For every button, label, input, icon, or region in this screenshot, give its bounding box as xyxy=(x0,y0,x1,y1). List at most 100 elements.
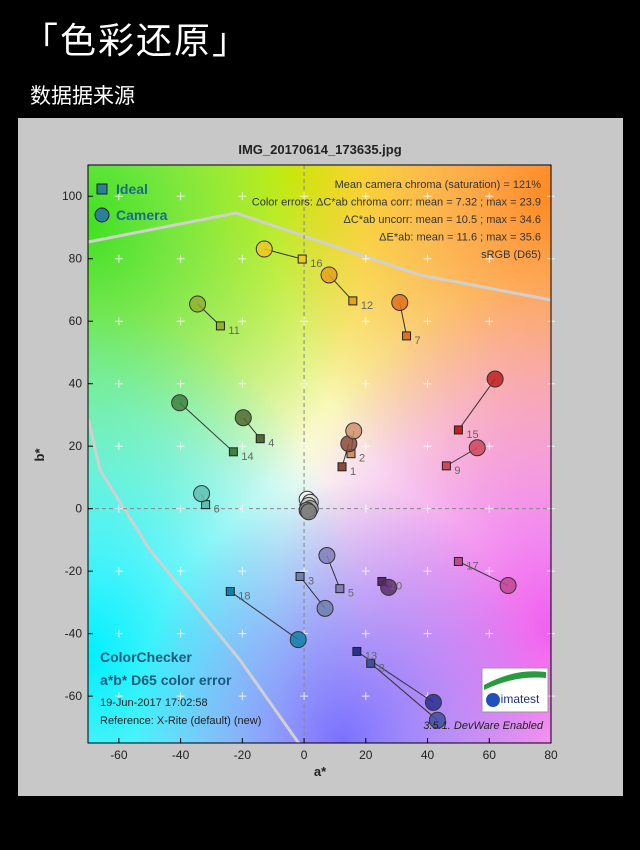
camera-marker xyxy=(289,631,307,649)
grid-cross xyxy=(485,254,494,263)
grid-cross xyxy=(176,442,185,451)
grid-cross xyxy=(361,442,370,451)
camera-marker xyxy=(171,394,189,412)
patch-label: 5 xyxy=(348,588,354,600)
grid-cross xyxy=(176,192,185,201)
y-tick-label: 60 xyxy=(69,314,83,328)
annotation: Reference: X-Rite (default) (new) xyxy=(100,715,261,727)
y-tick-label: 80 xyxy=(69,252,83,266)
ideal-marker xyxy=(255,434,265,444)
grid-cross xyxy=(114,317,123,326)
annotation: ColorChecker xyxy=(100,649,192,665)
ideal-marker xyxy=(215,321,225,331)
grid-cross xyxy=(114,442,123,451)
grid-cross xyxy=(176,629,185,638)
camera-marker xyxy=(300,503,318,521)
patch-label: 17 xyxy=(466,560,478,572)
grid-cross xyxy=(238,692,247,701)
annotation: ΔC*ab uncorr: mean = 10.5 ; max = 34.6 xyxy=(343,214,541,226)
ideal-marker xyxy=(225,586,235,596)
legend-swatch xyxy=(96,183,108,195)
legend-swatch xyxy=(94,207,110,223)
camera-marker xyxy=(345,422,363,440)
ideal-marker xyxy=(453,556,463,566)
camera-marker xyxy=(189,295,207,313)
annotation: ΔE*ab: mean = 11.6 ; max = 35.6 xyxy=(379,232,541,244)
x-tick-label: 60 xyxy=(483,748,497,762)
camera-marker xyxy=(428,711,446,729)
x-tick-label: -60 xyxy=(110,748,128,762)
grid-cross xyxy=(361,629,370,638)
camera-marker xyxy=(380,578,398,596)
grid-cross xyxy=(361,379,370,388)
annotation: Mean camera chroma (saturation) = 121% xyxy=(335,179,542,191)
grid-cross xyxy=(114,567,123,576)
grid-cross xyxy=(300,379,309,388)
grid-cross xyxy=(114,692,123,701)
page-subtitle: 数据据来源 xyxy=(30,84,135,108)
grid-cross xyxy=(238,629,247,638)
y-tick-label: 20 xyxy=(69,439,83,453)
grid-cross xyxy=(423,442,432,451)
x-tick-label: -20 xyxy=(234,748,252,762)
camera-marker xyxy=(316,599,334,617)
error-line xyxy=(458,561,509,586)
camera-marker xyxy=(499,577,517,595)
grid-cross xyxy=(176,504,185,513)
grid-cross xyxy=(238,567,247,576)
chart-title: IMG_20170614_173635.jpg xyxy=(238,142,401,157)
y-tick-label: 0 xyxy=(75,502,82,516)
logo-swoosh xyxy=(484,671,546,690)
patch-label: 6 xyxy=(214,504,220,516)
patch-label: 3 xyxy=(308,575,314,587)
ideal-marker xyxy=(348,296,358,306)
grid-cross xyxy=(485,442,494,451)
y-tick-label: -40 xyxy=(65,627,83,641)
patch-label: 2 xyxy=(359,453,365,465)
y-tick-label: -20 xyxy=(65,564,83,578)
camera-marker xyxy=(424,693,442,711)
error-line xyxy=(370,662,438,721)
grid-cross xyxy=(485,567,494,576)
patch-label: 4 xyxy=(268,438,274,450)
ideal-marker xyxy=(366,658,376,668)
camera-marker xyxy=(468,439,486,457)
gamut-curve xyxy=(88,417,301,743)
grid-cross xyxy=(423,567,432,576)
annotation: sRGB (D65) xyxy=(481,249,541,261)
camera-marker xyxy=(391,293,409,311)
patch-label: 9 xyxy=(454,465,460,477)
patch-label: 12 xyxy=(361,300,373,312)
patch-label: 10 xyxy=(390,580,402,592)
x-tick-label: 20 xyxy=(359,748,373,762)
ideal-marker xyxy=(337,462,347,472)
patch-label: 7 xyxy=(415,335,421,347)
x-tick-label: -40 xyxy=(172,748,190,762)
logo-text: imatest xyxy=(501,692,540,706)
grid-cross xyxy=(300,692,309,701)
patch-label: 1 xyxy=(350,466,356,478)
camera-marker xyxy=(486,370,504,388)
x-axis-label: a* xyxy=(314,764,327,779)
camera-marker xyxy=(193,485,211,503)
grid-cross xyxy=(300,192,309,201)
grid-cross xyxy=(485,504,494,513)
grid-cross xyxy=(423,504,432,513)
ideal-marker xyxy=(352,646,362,656)
ideal-marker xyxy=(228,447,238,457)
y-tick-label: -60 xyxy=(65,689,83,703)
grid-cross xyxy=(485,317,494,326)
patch-label: 15 xyxy=(466,429,478,441)
grid-cross xyxy=(238,504,247,513)
grid-cross xyxy=(361,317,370,326)
legend-label: Ideal xyxy=(116,181,148,197)
grid-cross xyxy=(238,379,247,388)
grid-cross xyxy=(238,442,247,451)
grid-cross xyxy=(485,192,494,201)
patch-label: 14 xyxy=(241,451,253,463)
grid-cross xyxy=(423,379,432,388)
grid-cross xyxy=(176,317,185,326)
x-tick-label: 40 xyxy=(421,748,435,762)
